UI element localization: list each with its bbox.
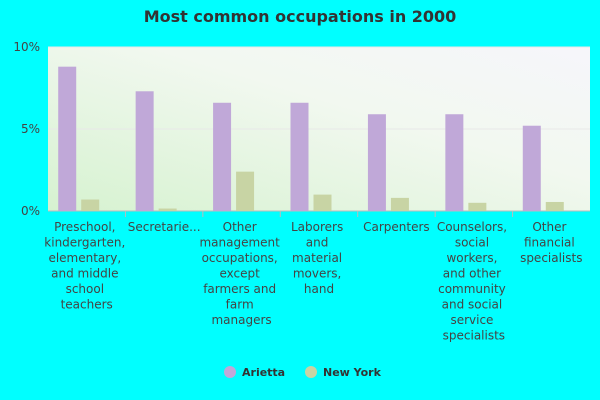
label-line: occupations, [202, 251, 282, 265]
label-line: specialists [520, 251, 582, 265]
label-line: Preschool, [54, 220, 119, 234]
bar [545, 201, 564, 211]
bar [390, 197, 409, 211]
legend-swatch [224, 366, 236, 378]
bar [236, 171, 255, 211]
label-line: except [219, 267, 263, 281]
label-line: Counselors, [437, 220, 511, 234]
bar [445, 114, 464, 211]
label-line: and middle [51, 267, 122, 281]
x-tick-label: Other management occupations, except far… [199, 220, 283, 327]
legend-swatch [305, 366, 317, 378]
label-line: movers, [293, 267, 345, 281]
bar [213, 102, 232, 211]
label-line: financial [524, 236, 579, 250]
label-line: material [292, 251, 346, 265]
bar [468, 202, 487, 211]
x-tick-label: Counselors, social workers, and other co… [437, 220, 511, 343]
legend-label: Arietta [242, 366, 285, 379]
x-tick-label: Carpenters [363, 220, 430, 234]
label-line: managers [211, 313, 271, 327]
label-line: kindergarten, [44, 236, 129, 250]
bar [135, 91, 154, 211]
bar [313, 194, 332, 211]
bar [522, 125, 541, 211]
label-line: elementary, [48, 251, 125, 265]
label-line: farm [226, 298, 258, 312]
bar [290, 102, 309, 211]
x-tick-label: Secretarie... [128, 220, 201, 234]
bar [58, 66, 77, 212]
x-tick-label: Preschool, kindergarten, elementary, and… [44, 220, 129, 312]
label-line: workers, [446, 251, 501, 265]
label-line: community [438, 282, 509, 296]
label-line: social [455, 236, 493, 250]
label-line: specialists [443, 329, 505, 343]
x-tick-label: Other financial specialists [520, 220, 582, 265]
y-tick-label: 5% [21, 122, 40, 136]
label-line: service [450, 313, 497, 327]
label-line: Carpenters [363, 220, 430, 234]
label-line: Laborers [291, 220, 347, 234]
label-line: farmers and [203, 282, 280, 296]
bar [81, 199, 100, 211]
y-tick-label: 0% [21, 204, 40, 218]
label-line: teachers [61, 298, 113, 312]
label-line: Secretarie... [128, 220, 201, 234]
label-line: and other [443, 267, 505, 281]
y-tick-label: 10% [13, 40, 40, 54]
legend-label: New York [323, 366, 382, 379]
label-line: school [66, 282, 108, 296]
label-line: and [306, 236, 332, 250]
bar [367, 114, 386, 211]
x-tick-label: Laborers and material movers, hand [291, 220, 347, 296]
label-line: Other [223, 220, 261, 234]
label-line: and social [442, 298, 506, 312]
chart-title: Most common occupations in 2000 [144, 7, 457, 26]
label-line: Other [532, 220, 570, 234]
label-line: management [199, 236, 283, 250]
label-line: hand [304, 282, 334, 296]
bar [158, 208, 177, 211]
